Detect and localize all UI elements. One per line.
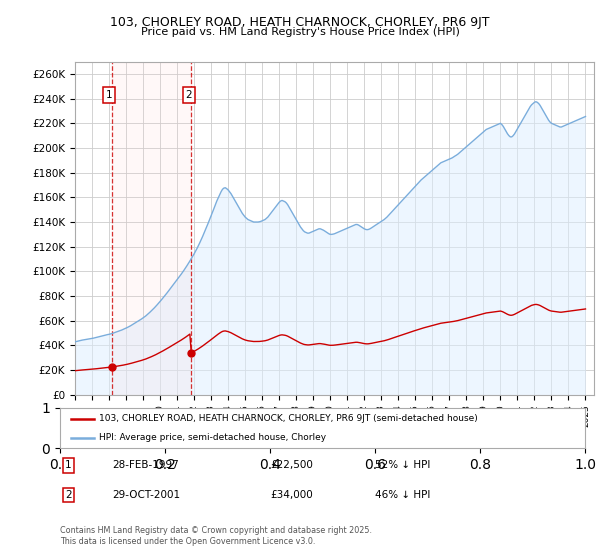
Text: 2: 2 — [65, 490, 72, 500]
Text: £34,000: £34,000 — [270, 490, 313, 500]
Text: HPI: Average price, semi-detached house, Chorley: HPI: Average price, semi-detached house,… — [100, 433, 326, 442]
Text: Contains HM Land Registry data © Crown copyright and database right 2025.
This d: Contains HM Land Registry data © Crown c… — [60, 526, 372, 546]
Text: 103, CHORLEY ROAD, HEATH CHARNOCK, CHORLEY, PR6 9JT: 103, CHORLEY ROAD, HEATH CHARNOCK, CHORL… — [110, 16, 490, 29]
Text: 46% ↓ HPI: 46% ↓ HPI — [375, 490, 430, 500]
Text: Price paid vs. HM Land Registry's House Price Index (HPI): Price paid vs. HM Land Registry's House … — [140, 27, 460, 37]
Text: 1: 1 — [106, 90, 113, 100]
Text: 1: 1 — [65, 460, 72, 470]
Bar — [112, 62, 191, 395]
Text: 103, CHORLEY ROAD, HEATH CHARNOCK, CHORLEY, PR6 9JT (semi-detached house): 103, CHORLEY ROAD, HEATH CHARNOCK, CHORL… — [100, 414, 478, 423]
Text: 28-FEB-1997: 28-FEB-1997 — [113, 460, 179, 470]
Text: 2: 2 — [185, 90, 192, 100]
Text: 29-OCT-2001: 29-OCT-2001 — [113, 490, 181, 500]
Text: £22,500: £22,500 — [270, 460, 313, 470]
Text: 52% ↓ HPI: 52% ↓ HPI — [375, 460, 430, 470]
